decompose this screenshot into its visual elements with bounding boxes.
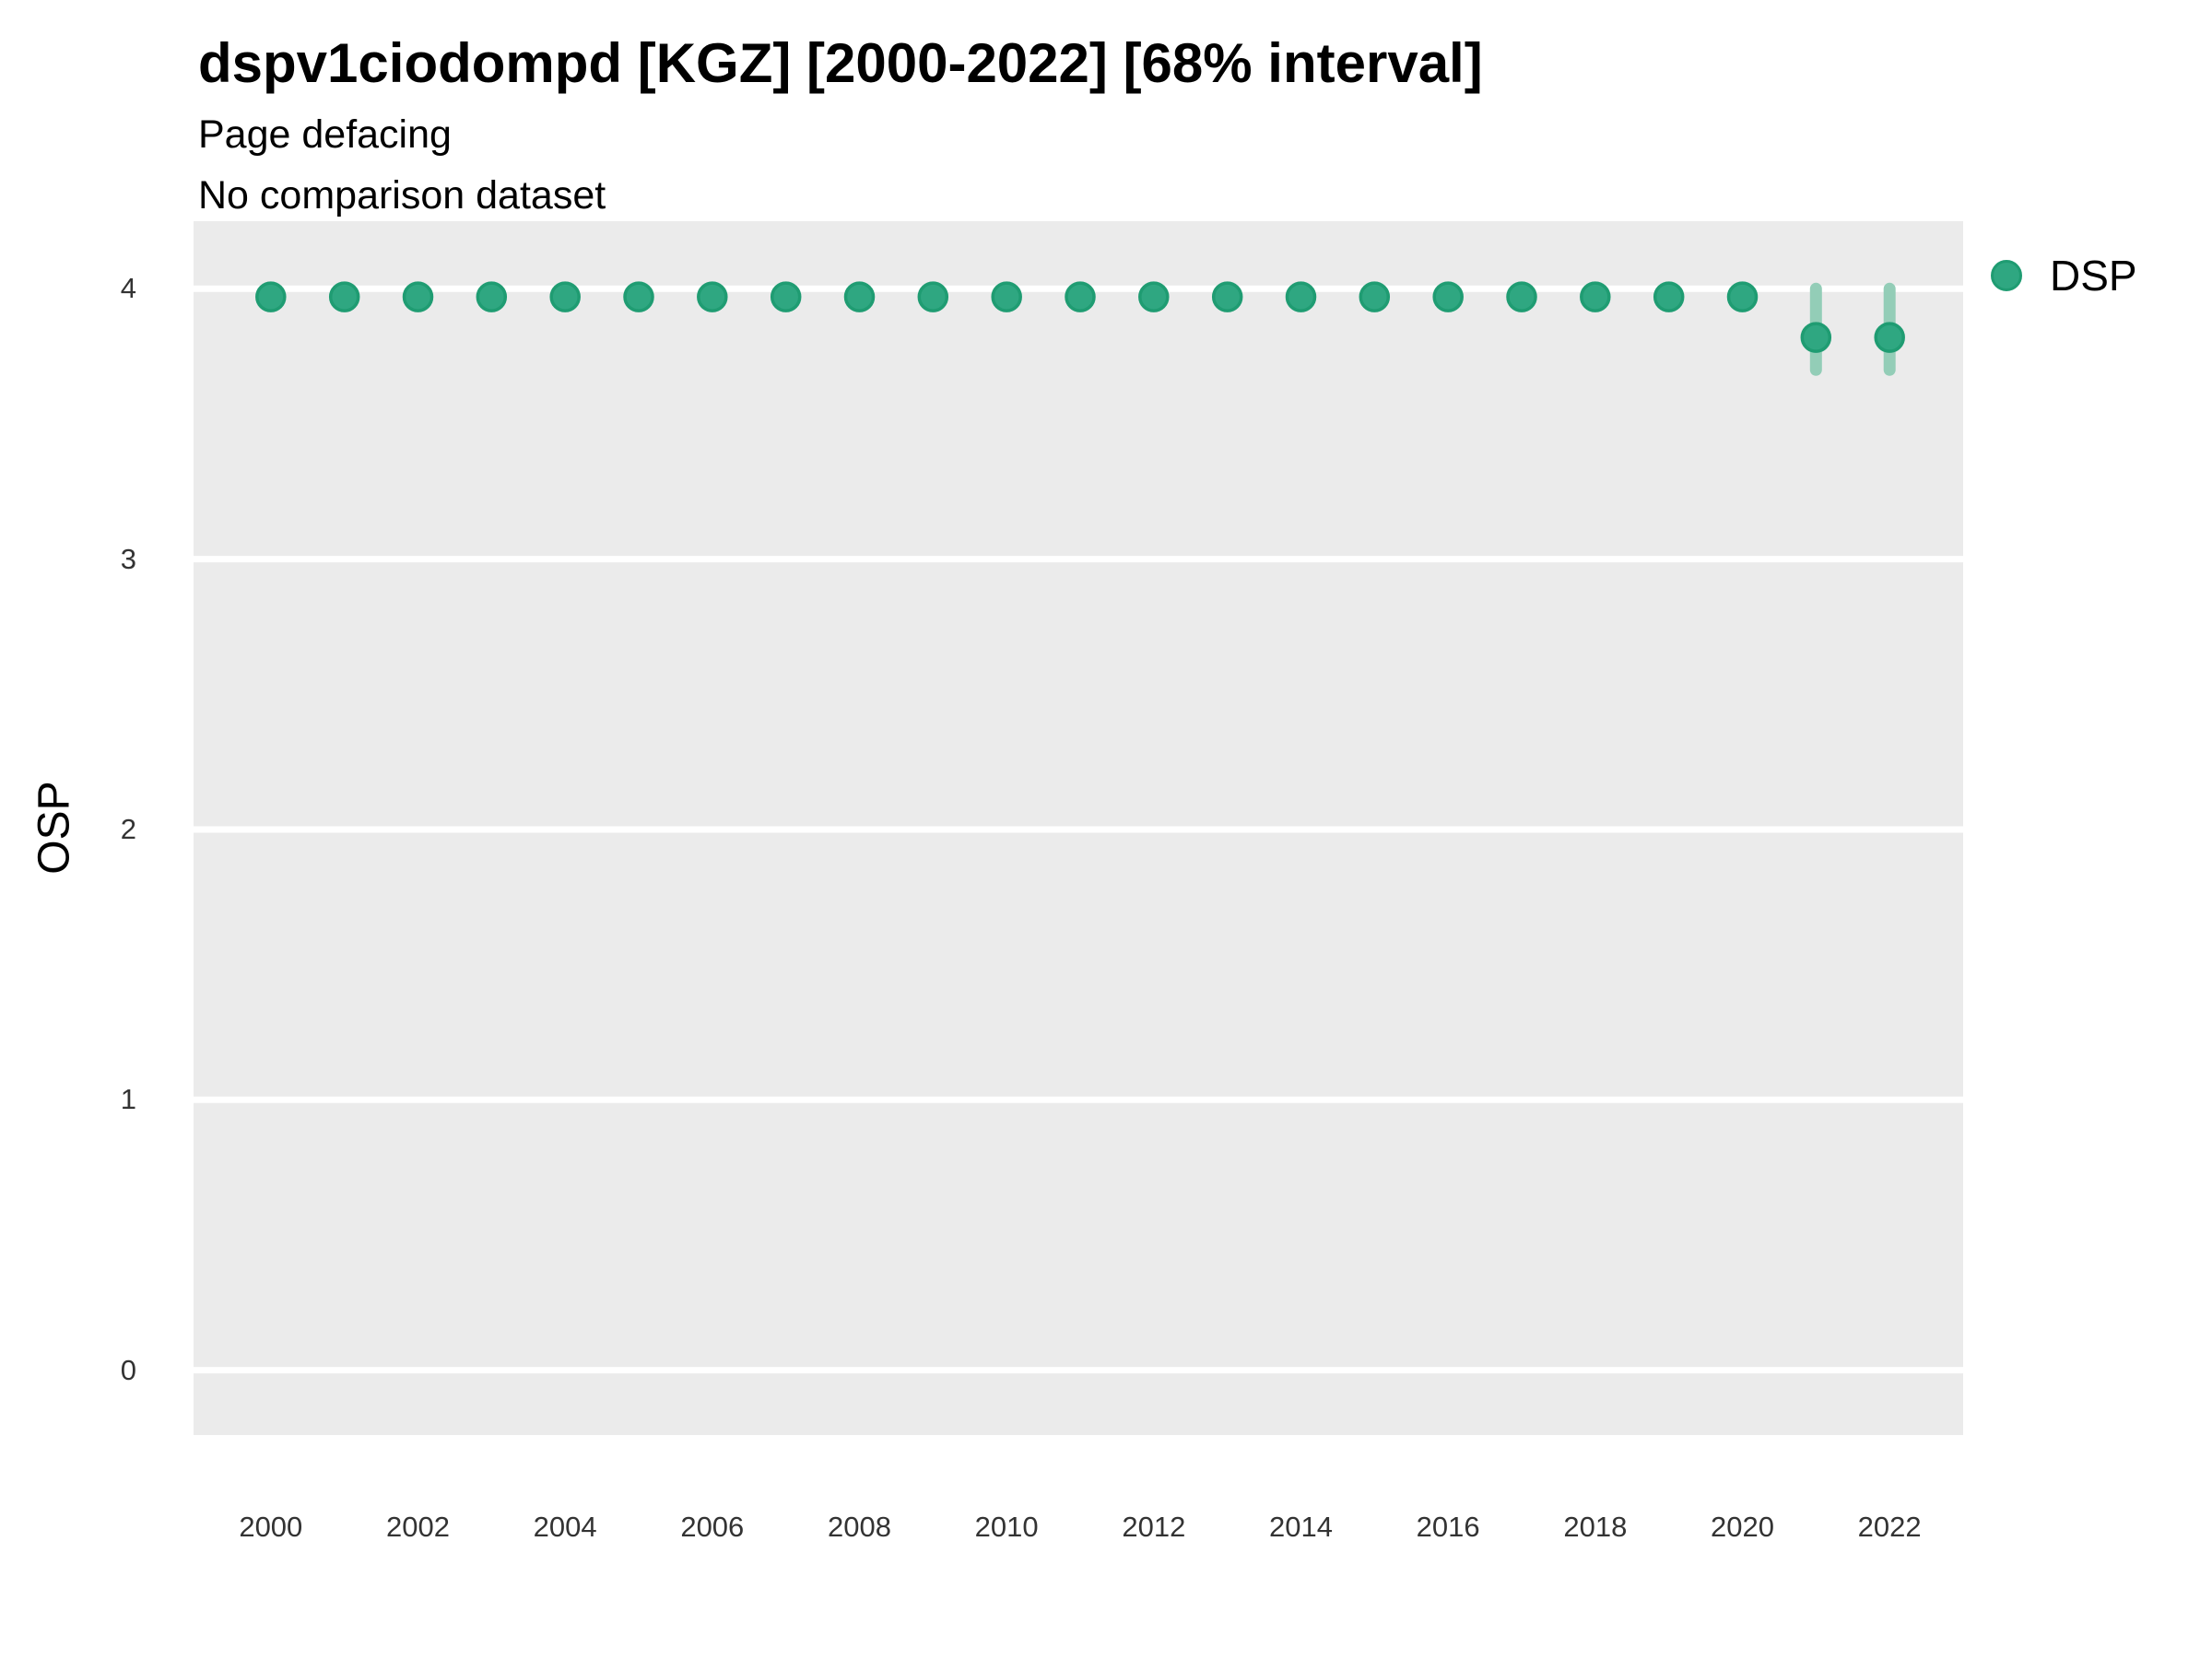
data-point-2011 xyxy=(1065,281,1096,312)
chart-subtitle-line1: Page defacing xyxy=(198,112,452,157)
y-tick-label-2: 2 xyxy=(120,812,136,845)
data-point-2001 xyxy=(328,281,360,312)
data-point-2017 xyxy=(1506,281,1537,312)
x-tick-label-2004: 2004 xyxy=(533,1511,597,1543)
x-tick-label-2022: 2022 xyxy=(1857,1511,1922,1543)
data-point-2014 xyxy=(1285,281,1317,312)
data-point-2000 xyxy=(255,281,287,312)
y-tick-label-3: 3 xyxy=(120,542,136,575)
x-tick-label-2000: 2000 xyxy=(239,1511,303,1543)
data-point-2019 xyxy=(1653,281,1685,312)
x-tick-label-2010: 2010 xyxy=(974,1511,1039,1543)
y-tick-label-0: 0 xyxy=(120,1353,136,1386)
data-point-2013 xyxy=(1211,281,1243,312)
data-point-2004 xyxy=(549,281,581,312)
x-tick-label-2012: 2012 xyxy=(1122,1511,1186,1543)
data-point-2010 xyxy=(991,281,1022,312)
chart-title: dspv1ciodompd [KGZ] [2000-2022] [68% int… xyxy=(198,32,1483,94)
data-point-2003 xyxy=(476,281,508,312)
x-tick-label-2016: 2016 xyxy=(1416,1511,1480,1543)
data-point-2021 xyxy=(1800,322,1832,353)
data-point-2018 xyxy=(1580,281,1611,312)
x-tick-label-2014: 2014 xyxy=(1269,1511,1333,1543)
chart-subtitle-line2: No comparison dataset xyxy=(198,173,606,218)
data-point-2005 xyxy=(623,281,654,312)
data-point-2009 xyxy=(917,281,949,312)
x-tick-label-2020: 2020 xyxy=(1711,1511,1774,1543)
data-point-2020 xyxy=(1726,281,1759,312)
plot-area xyxy=(194,281,1963,1374)
data-point-2015 xyxy=(1359,281,1391,312)
data-point-2022 xyxy=(1874,322,1905,353)
x-tick-label-2008: 2008 xyxy=(828,1511,891,1543)
data-point-2008 xyxy=(843,281,876,312)
data-point-2007 xyxy=(770,281,802,312)
plot-panel xyxy=(194,221,1963,1435)
x-tick-label-2018: 2018 xyxy=(1563,1511,1628,1543)
legend-label: DSP xyxy=(2050,252,2137,300)
legend: DSP xyxy=(1991,254,2137,297)
y-tick-label-4: 4 xyxy=(120,272,136,305)
data-point-2016 xyxy=(1432,281,1464,312)
data-point-2012 xyxy=(1138,281,1170,312)
legend-marker-circle-icon xyxy=(1991,260,2022,291)
y-tick-label-1: 1 xyxy=(120,1083,136,1116)
x-tick-label-2006: 2006 xyxy=(680,1511,745,1543)
x-tick-label-2002: 2002 xyxy=(386,1511,450,1543)
data-point-2002 xyxy=(402,281,434,312)
data-point-2006 xyxy=(697,281,728,312)
